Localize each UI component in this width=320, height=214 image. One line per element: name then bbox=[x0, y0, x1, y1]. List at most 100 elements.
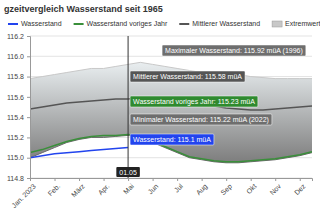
legend-label: Mittlerer Wasserstand bbox=[192, 20, 260, 27]
x-tick-label: Jul bbox=[173, 182, 185, 194]
tooltip-box bbox=[130, 114, 272, 125]
extreme-band bbox=[30, 62, 312, 162]
y-tick: 115.8 bbox=[7, 73, 30, 80]
x-tick: März bbox=[70, 178, 86, 198]
tooltip-text: Wasserstand: 115.1 müA bbox=[133, 136, 211, 143]
x-tick-mark bbox=[30, 178, 31, 181]
tooltip-text: Wasserstand voriges Jahr: 115.23 müA bbox=[133, 98, 255, 106]
tooltip-box bbox=[130, 134, 214, 145]
x-tick-mark bbox=[177, 178, 178, 181]
x-axis-line bbox=[31, 179, 313, 182]
grid-line bbox=[30, 36, 312, 37]
x-tick-label: Feb. bbox=[47, 182, 62, 197]
tooltip-text: Mittlerer Wasserstand: 115.58 müA bbox=[133, 73, 242, 80]
legend-label: Wasserstand voriges Jahr bbox=[87, 20, 168, 28]
x-tick-mark bbox=[104, 178, 105, 181]
x-tick-label: Apr. bbox=[97, 182, 112, 197]
legend-item: Extremwerte bbox=[272, 20, 320, 27]
y-tick-mark bbox=[27, 36, 30, 37]
y-tick-label: 115.8 bbox=[7, 73, 24, 80]
legend-swatch bbox=[74, 23, 84, 25]
x-tick-mark bbox=[226, 178, 227, 181]
legend-label: Wasserstand bbox=[21, 20, 62, 27]
grid bbox=[30, 36, 312, 178]
y-tick-label: 116.0 bbox=[7, 53, 24, 60]
legend-item: Wasserstand voriges Jahr bbox=[74, 20, 168, 28]
x-tick: Nov bbox=[268, 178, 282, 196]
chart-svg: gzeitvergleich Wasserstand seit 1965 Wass… bbox=[0, 0, 320, 214]
x-tick: Mai bbox=[122, 178, 135, 195]
tooltip: Minimaler Wasserstand: 115.22 müA (2022) bbox=[130, 114, 272, 125]
crosshair-box bbox=[116, 167, 140, 177]
x-tick-label: März bbox=[70, 182, 86, 198]
y-tick-mark bbox=[27, 137, 30, 138]
series-line bbox=[30, 148, 128, 158]
x-tick: Jul bbox=[173, 178, 185, 194]
x-tick-mark bbox=[128, 178, 129, 181]
x-tick-mark bbox=[202, 178, 203, 181]
y-tick-label: 114.8 bbox=[7, 175, 24, 182]
series-line bbox=[30, 134, 312, 161]
legend: Wasserstand Wasserstand voriges Jahr Mittl… bbox=[8, 20, 320, 28]
tooltip-box bbox=[130, 96, 258, 107]
x-tick: Apr. bbox=[97, 178, 112, 197]
y-axis: 114.8 115.0 115.2 115.4 115.6 115.8 116.0 116.2 bbox=[7, 33, 31, 182]
y-tick: 114.8 bbox=[7, 175, 30, 182]
y-tick-mark bbox=[27, 56, 30, 57]
x-tick-label: Dez bbox=[293, 182, 307, 196]
y-tick: 115.4 bbox=[7, 114, 30, 121]
y-tick-mark bbox=[27, 117, 30, 118]
y-tick: 115.0 bbox=[7, 154, 30, 161]
y-tick-label: 115.2 bbox=[7, 134, 24, 141]
x-tick-label: Okt bbox=[245, 182, 258, 195]
crosshair-line bbox=[128, 36, 129, 178]
y-tick-label: 115.6 bbox=[7, 94, 24, 101]
y-tick: 116.2 bbox=[7, 33, 30, 40]
x-tick: Aug bbox=[195, 178, 210, 197]
tooltip: Maximaler Wasserstand: 115.92 müA (1996) bbox=[162, 45, 306, 56]
tooltip-box bbox=[130, 71, 245, 82]
y-tick-mark bbox=[27, 97, 30, 98]
annotations: Maximaler Wasserstand: 115.92 müA (1996)… bbox=[130, 45, 306, 145]
legend-swatch bbox=[8, 23, 18, 25]
y-tick: 115.2 bbox=[7, 134, 30, 141]
series-line bbox=[30, 98, 312, 110]
tooltip: Wasserstand voriges Jahr: 115.23 müA bbox=[130, 96, 258, 107]
y-tick-mark bbox=[27, 77, 30, 78]
x-tick: Okt bbox=[245, 178, 258, 195]
plot-area bbox=[30, 62, 312, 162]
y-tick-mark bbox=[27, 158, 30, 159]
x-tick-mark bbox=[153, 178, 154, 181]
x-tick-label: Jun bbox=[147, 182, 160, 195]
legend-item: Mittlerer Wasserstand bbox=[179, 20, 260, 27]
x-tick-mark bbox=[251, 178, 252, 181]
tooltip: Mittlerer Wasserstand: 115.58 müA bbox=[130, 71, 245, 82]
x-tick: Feb. bbox=[47, 178, 62, 197]
y-tick-label: 116.2 bbox=[7, 33, 24, 40]
x-axis: Jan. 2023 Feb. März Apr. Mai Jun Jul Aug Sep Okt N… bbox=[10, 178, 312, 209]
legend-item: Wasserstand bbox=[8, 20, 62, 27]
x-tick-mark bbox=[275, 178, 276, 181]
x-tick-mark bbox=[300, 178, 301, 181]
x-tick: Sep bbox=[219, 178, 234, 197]
x-tick: Jun bbox=[147, 178, 160, 195]
tooltip-text: Minimaler Wasserstand: 115.22 müA (2022) bbox=[133, 116, 269, 124]
x-tick: Jan. 2023 bbox=[10, 178, 37, 209]
y-axis-line bbox=[27, 37, 31, 179]
title: gzeitvergleich Wasserstand seit 1965 bbox=[4, 4, 163, 14]
tooltip: Wasserstand: 115.1 müA bbox=[130, 134, 214, 145]
legend-swatch bbox=[272, 21, 282, 27]
tooltip-text: Maximaler Wasserstand: 115.92 müA (1996) bbox=[165, 47, 303, 55]
y-tick: 116.0 bbox=[7, 53, 30, 60]
x-tick-mark bbox=[55, 178, 56, 181]
tooltip-box bbox=[162, 45, 306, 56]
y-tick-label: 115.0 bbox=[7, 154, 24, 161]
y-tick-mark bbox=[27, 178, 30, 179]
x-tick-label: Mai bbox=[122, 182, 135, 195]
x-tick-mark bbox=[79, 178, 80, 181]
y-tick: 115.6 bbox=[7, 94, 30, 101]
x-tick: Dez bbox=[293, 178, 307, 196]
legend-swatch bbox=[179, 23, 189, 25]
crosshair-label: 01.05 bbox=[119, 169, 137, 176]
x-tick-label: Aug bbox=[195, 182, 210, 197]
